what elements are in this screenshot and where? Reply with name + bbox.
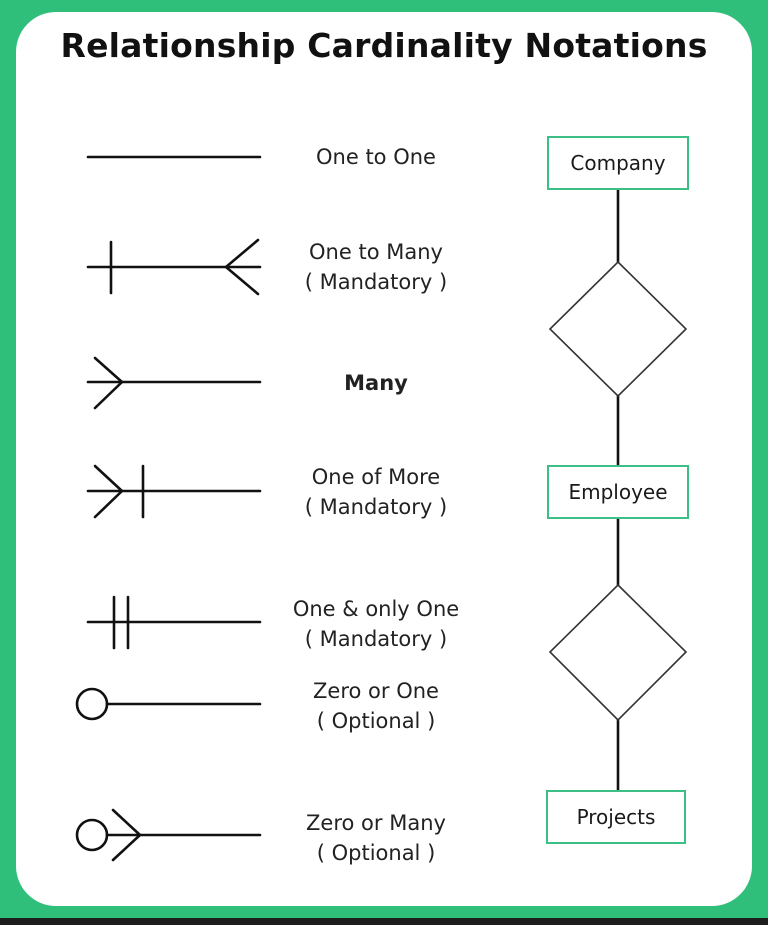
- notation-label-one-to-one: One to One: [316, 145, 436, 169]
- relationship-diamond-1: [548, 260, 688, 398]
- notation-label-one-to-many: One to Many ( Mandatory ): [304, 240, 448, 294]
- one-and-only-one-symbol: [86, 595, 262, 650]
- one-or-more-symbol: [86, 464, 262, 519]
- many-symbol: [86, 356, 262, 410]
- notation-label-zero-or-one: Zero or One ( Optional ): [313, 679, 439, 733]
- notation-label-one-or-more: One of More ( Mandatory ): [304, 465, 448, 519]
- one-to-many-symbol: [86, 238, 262, 296]
- zero-or-many-symbol: [75, 808, 262, 862]
- notation-label-one-and-only-one: One & only One ( Mandatory ): [292, 597, 460, 651]
- entity-employee: Employee: [547, 465, 689, 519]
- entity-projects: Projects: [546, 790, 686, 844]
- relationship-diamond-2: [548, 583, 688, 722]
- notation-label-many: Many: [344, 371, 408, 395]
- notation-label-zero-or-many: Zero or Many ( Optional ): [306, 811, 446, 865]
- entity-company: Company: [547, 136, 689, 190]
- zero-or-one-symbol: [75, 687, 262, 721]
- page-title: Relationship Cardinality Notations: [60, 26, 708, 65]
